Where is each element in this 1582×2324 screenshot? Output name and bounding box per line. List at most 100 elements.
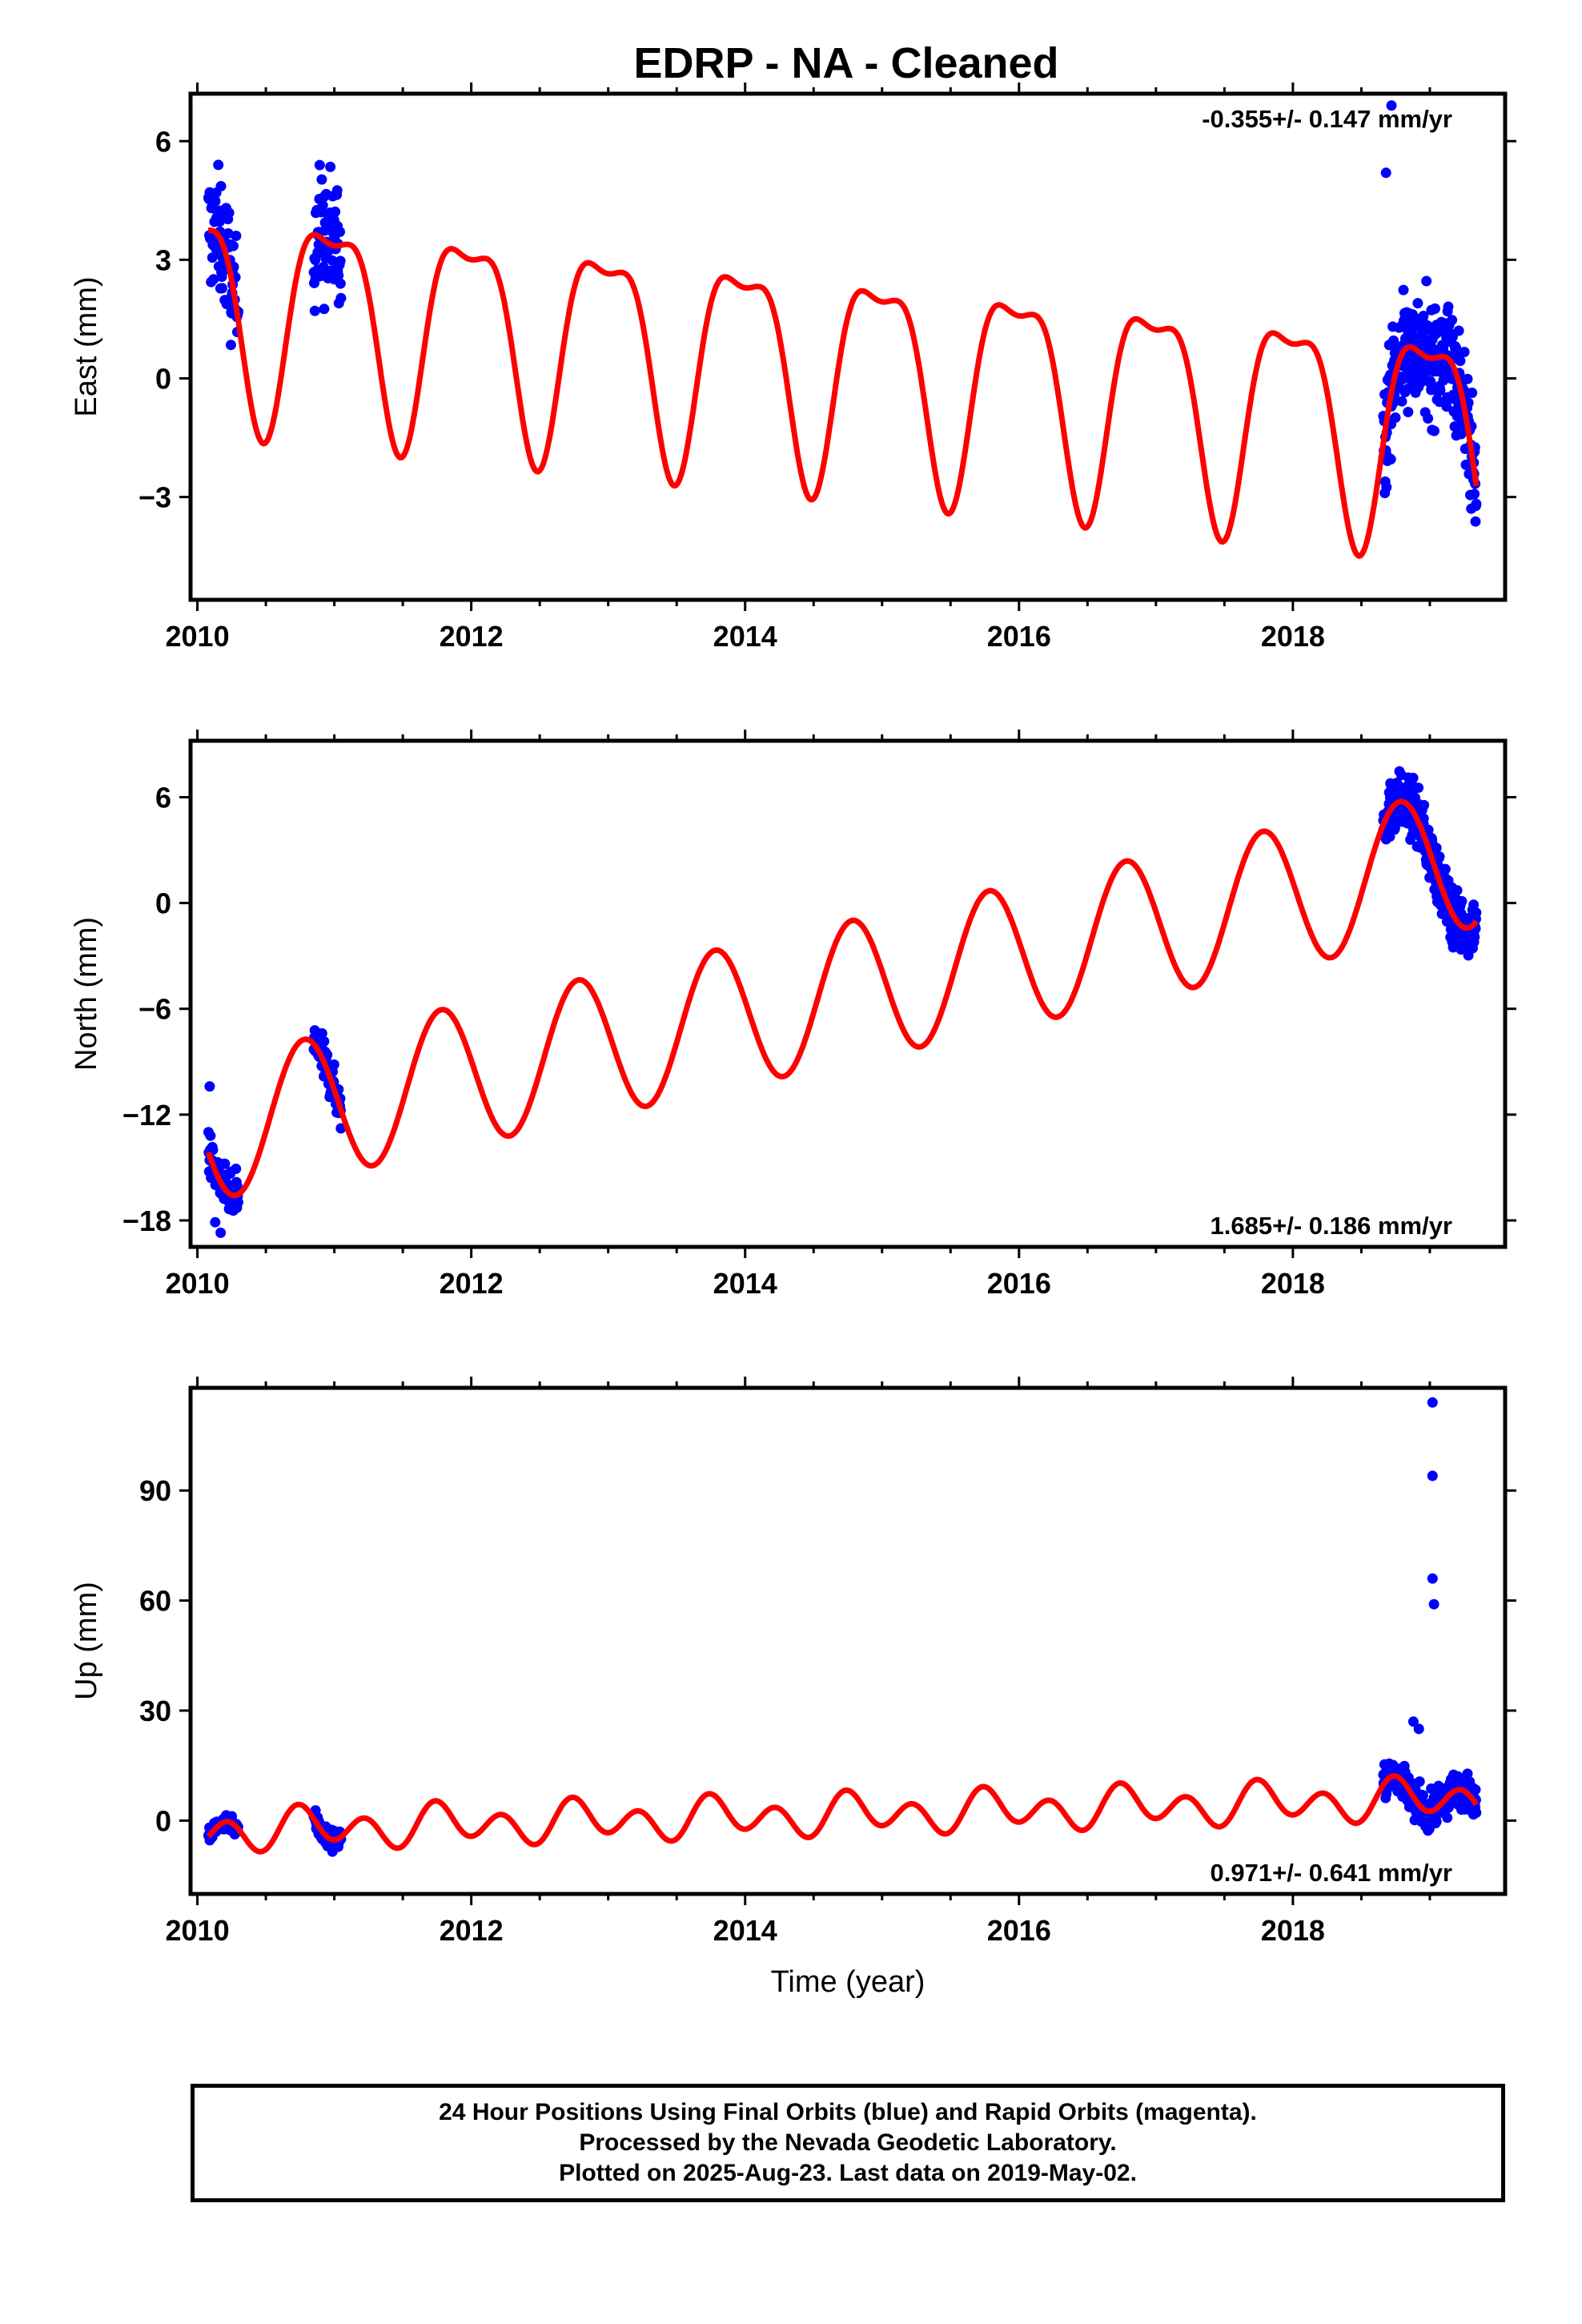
data-point xyxy=(1385,454,1396,464)
x-tick-label: 2016 xyxy=(987,1267,1051,1300)
x-tick-label: 2018 xyxy=(1261,620,1325,653)
data-point xyxy=(335,227,345,237)
data-point xyxy=(1431,842,1442,854)
rate-annotation: -0.355+/- 0.147 mm/yr xyxy=(1202,105,1452,133)
data-point xyxy=(316,174,327,185)
data-point xyxy=(215,1227,227,1238)
y-axis-label: North (mm) xyxy=(70,917,103,1071)
data-point xyxy=(1413,1723,1424,1735)
footer-line-3: Plotted on 2025-Aug-23. Last data on 201… xyxy=(559,2160,1137,2186)
data-point xyxy=(319,1035,330,1047)
data-point xyxy=(1452,885,1463,896)
data-point xyxy=(1462,1768,1473,1779)
north-points xyxy=(203,766,1482,1238)
chart-title: EDRP - NA - Cleaned xyxy=(633,39,1058,87)
data-point xyxy=(1447,315,1458,326)
data-point xyxy=(331,185,343,196)
x-tick-label: 2010 xyxy=(166,620,230,653)
y-tick-label: 6 xyxy=(155,781,171,814)
x-tick-label: 2012 xyxy=(440,620,504,653)
data-point xyxy=(208,274,219,285)
data-point xyxy=(1423,413,1434,424)
data-point xyxy=(1396,396,1407,407)
data-point xyxy=(1414,1776,1425,1787)
rate-annotation: 0.971+/- 0.641 mm/yr xyxy=(1211,1859,1452,1887)
y-tick-label: −6 xyxy=(139,993,171,1026)
data-point xyxy=(210,195,221,207)
y-tick-label: 0 xyxy=(155,887,171,920)
x-tick-label: 2014 xyxy=(713,1267,777,1300)
data-point xyxy=(1419,799,1430,810)
east-points xyxy=(203,100,1482,527)
model-curve xyxy=(207,227,1480,559)
y-tick-label: 6 xyxy=(155,125,171,158)
up-points xyxy=(203,1397,1482,1857)
data-point xyxy=(1425,376,1436,387)
y-tick-label: −18 xyxy=(122,1204,171,1237)
data-point xyxy=(231,1164,242,1174)
y-tick-label: 60 xyxy=(139,1585,171,1618)
plot-frame xyxy=(188,91,1508,602)
data-point xyxy=(231,1180,243,1192)
data-point xyxy=(1412,298,1423,309)
data-point xyxy=(1403,407,1414,417)
model-curve xyxy=(206,1773,1479,1855)
data-point xyxy=(1471,498,1482,509)
data-point xyxy=(233,1196,243,1208)
data-point xyxy=(325,161,336,172)
data-point xyxy=(1435,385,1446,396)
data-point xyxy=(227,240,239,251)
data-point xyxy=(1470,1784,1481,1795)
data-point xyxy=(213,159,224,171)
data-point xyxy=(1386,100,1397,111)
data-point xyxy=(309,305,320,316)
data-point xyxy=(1467,388,1478,398)
data-point xyxy=(328,1059,339,1070)
data-point xyxy=(314,159,325,171)
data-point xyxy=(223,228,234,239)
data-point xyxy=(1471,1807,1482,1818)
x-tick-label: 2018 xyxy=(1261,1267,1325,1300)
x-tick-label: 2010 xyxy=(166,1267,230,1300)
x-tick-label: 2014 xyxy=(713,1914,777,1947)
x-tick-label: 2014 xyxy=(713,620,777,653)
data-point xyxy=(319,304,330,315)
data-point xyxy=(1407,772,1419,783)
y-tick-label: 0 xyxy=(155,1804,171,1837)
data-point xyxy=(1443,301,1454,312)
footer-box: 24 Hour Positions Using Final Orbits (bl… xyxy=(191,2084,1505,2202)
data-point xyxy=(1434,851,1445,862)
data-point xyxy=(1442,1812,1453,1823)
data-point xyxy=(316,1027,327,1039)
model-curve xyxy=(205,798,1479,1199)
data-point xyxy=(1469,489,1480,500)
data-point xyxy=(1429,425,1439,436)
data-point xyxy=(1390,412,1401,423)
data-point xyxy=(333,270,344,281)
data-point xyxy=(1407,1716,1419,1727)
y-tick-label: −12 xyxy=(122,1099,171,1132)
data-point xyxy=(1381,481,1392,493)
data-point xyxy=(1398,284,1409,296)
data-point xyxy=(335,255,346,267)
data-point xyxy=(330,206,341,217)
x-tick-label: 2012 xyxy=(440,1267,504,1300)
data-point xyxy=(210,1216,221,1228)
footer-line-2: Processed by the Nevada Geodetic Laborat… xyxy=(579,2129,1117,2156)
data-point xyxy=(216,271,227,282)
data-point xyxy=(1427,1397,1438,1408)
plot-frame xyxy=(188,1385,1508,1896)
data-point xyxy=(1427,1573,1438,1584)
north-panel: 2010 2012 2014 2016 2018 −18 −12 −6 0 6 North (mm)… xyxy=(70,730,1516,1300)
y-tick-label: −3 xyxy=(139,481,171,514)
x-tick-label: 2018 xyxy=(1261,1914,1325,1947)
footer-line-1: 24 Hour Positions Using Final Orbits (bl… xyxy=(439,2099,1257,2125)
data-point xyxy=(1427,1470,1438,1482)
data-point xyxy=(204,1081,215,1092)
rate-annotation: 1.685+/- 0.186 mm/yr xyxy=(1211,1212,1452,1240)
east-panel: 2010 2012 2014 2016 2018 −3 0 3 6 East (mm) -0.355… xyxy=(70,82,1516,653)
y-axis-label: East (mm) xyxy=(70,276,103,416)
data-point xyxy=(231,231,242,241)
data-point xyxy=(215,181,227,191)
